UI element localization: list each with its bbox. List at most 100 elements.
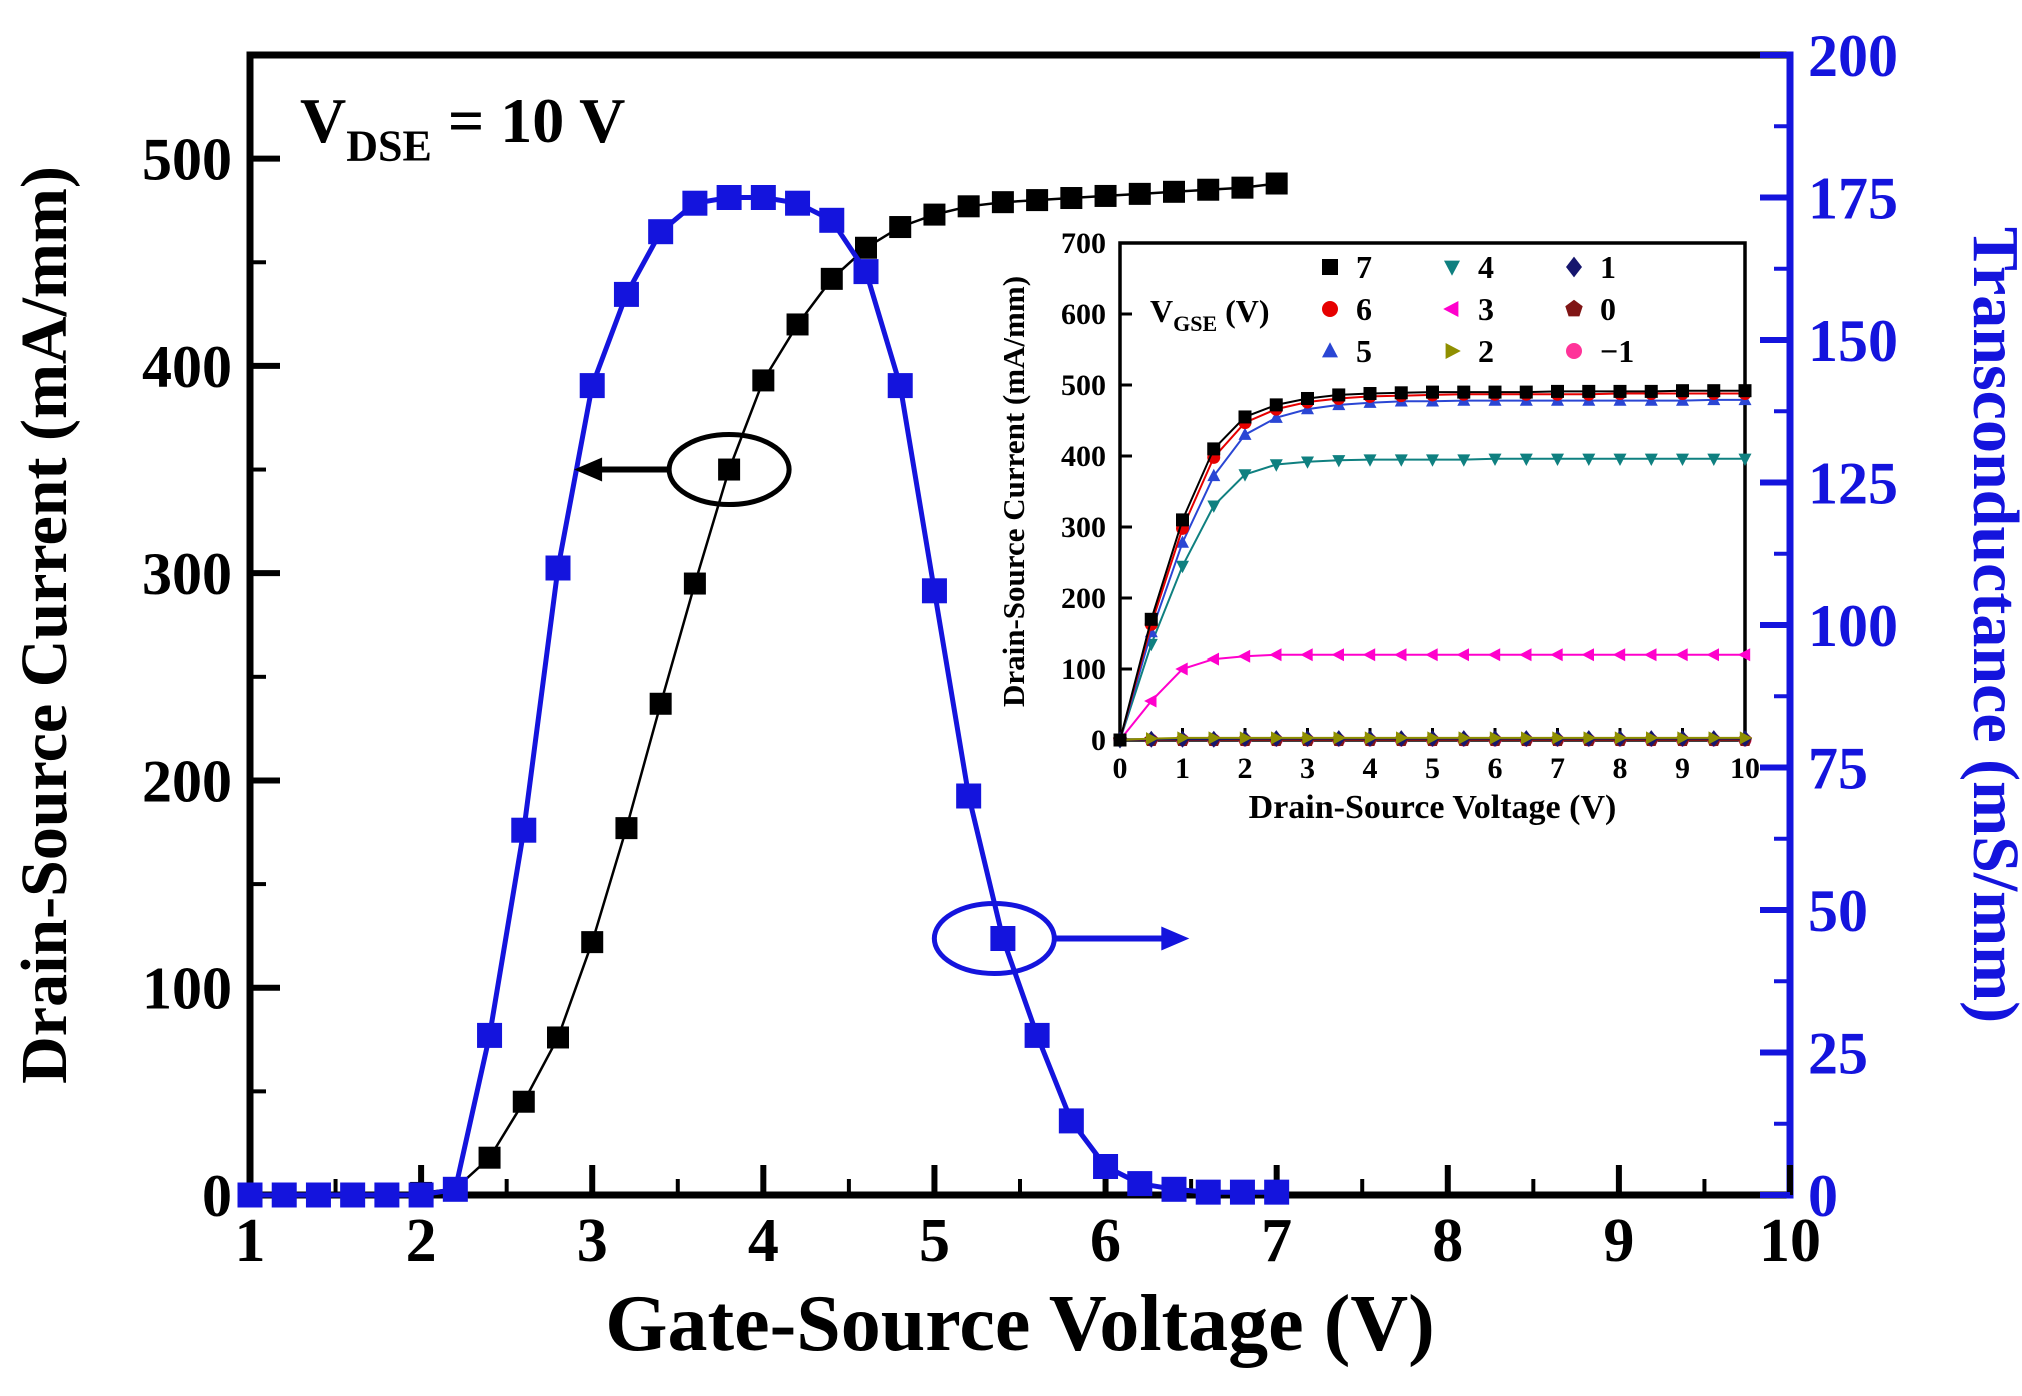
legend-marker-−1: [1566, 343, 1582, 359]
inset-series-marker-3: [1206, 652, 1219, 666]
inset-series-marker-3: [1300, 648, 1313, 662]
y-left-tick-label: 200: [142, 748, 232, 814]
series-marker-transconductance: [785, 190, 811, 216]
inset-background: [988, 228, 1758, 832]
inset-series-marker-7: [1582, 384, 1596, 398]
inset-y-tick-label: 300: [1061, 511, 1106, 544]
inset-y-tick-label: 100: [1061, 653, 1106, 686]
series-marker-transconductance: [511, 817, 537, 843]
series-marker-transconductance: [819, 207, 845, 233]
inset-series-marker-4: [1176, 560, 1189, 574]
inset-x-tick-label: 0: [1113, 752, 1128, 785]
inset-y-tick-label: 700: [1061, 227, 1106, 260]
inset-y-tick-label: 400: [1061, 440, 1106, 473]
legend-marker-6: [1322, 301, 1338, 317]
inset-series-marker-7: [1207, 442, 1221, 456]
y-left-tick-label: 400: [142, 334, 232, 400]
inset-series-marker-4: [1332, 455, 1346, 468]
inset-x-tick-label: 4: [1363, 752, 1378, 785]
inset-series-marker-7: [1238, 410, 1252, 424]
inset-series-marker-3: [1331, 648, 1344, 662]
series-marker-drain-source-current: [923, 203, 946, 226]
series-marker-drain-source-current: [786, 313, 809, 336]
legend-label-6: 6: [1356, 291, 1372, 327]
series-marker-transconductance: [682, 190, 708, 216]
x-tick-label: 8: [1432, 1207, 1463, 1275]
series-marker-transconductance: [1264, 1179, 1290, 1205]
inset-series-marker-4: [1738, 453, 1752, 466]
y-right-tick-label: 25: [1808, 1021, 1868, 1087]
inset-series-marker-2: [1458, 731, 1471, 745]
inset-series-marker-7: [1301, 391, 1314, 405]
x-tick-label: 5: [919, 1207, 950, 1275]
inset-series-marker-4: [1676, 453, 1689, 466]
inset-series-marker-2: [1396, 731, 1409, 745]
series-marker-transconductance: [374, 1182, 400, 1208]
inset-series-marker-3: [1581, 648, 1594, 662]
x-tick-label: 4: [748, 1207, 779, 1275]
inset-series-marker-4: [1457, 454, 1471, 467]
x-axis-title: Gate-Source Voltage (V): [605, 1280, 1435, 1368]
inset-legend-title: VGSE (V): [1150, 293, 1270, 336]
series-marker-transconductance: [921, 578, 947, 604]
series-marker-transconductance: [887, 373, 913, 399]
series-marker-drain-source-current: [581, 931, 604, 954]
inset-series-marker-4: [1238, 469, 1252, 482]
y-right-tick-label: 75: [1808, 736, 1868, 802]
series-marker-drain-source-current: [957, 195, 980, 218]
inset-series-marker-3: [1425, 648, 1438, 662]
series-marker-transconductance: [477, 1022, 503, 1048]
series-marker-drain-source-current: [512, 1090, 535, 1113]
inset-series-marker-4: [1644, 453, 1658, 466]
y-right-tick-label: 200: [1808, 23, 1898, 89]
y-left-tick-label: 0: [202, 1163, 232, 1229]
inset-series-marker-7: [1176, 513, 1189, 527]
inset-series-marker-2: [1614, 731, 1628, 745]
y-right-axis-title: Transconductance (mS/mm): [1959, 227, 2022, 1023]
inset-x-tick-label: 6: [1488, 752, 1503, 785]
legend-marker-3: [1443, 301, 1459, 317]
inset-series-marker-3: [1737, 648, 1751, 662]
series-marker-drain-source-current: [478, 1146, 501, 1169]
inset-series-marker-3: [1550, 648, 1563, 662]
inset-series-marker-5: [1176, 535, 1189, 548]
inset-series-marker-4: [1426, 454, 1439, 467]
inset-series-marker-3: [1706, 648, 1719, 662]
inset-y-tick-label: 600: [1061, 298, 1106, 331]
inset-series-marker-7: [1613, 384, 1627, 398]
inset-series-marker-5: [1207, 468, 1221, 482]
y-right-tick-label: 150: [1808, 308, 1898, 374]
series-marker-transconductance: [648, 219, 674, 245]
series-marker-drain-source-current: [649, 692, 672, 715]
inset-series-marker-7: [1644, 384, 1658, 398]
inset-x-tick-label: 10: [1730, 752, 1760, 785]
series-marker-transconductance: [579, 373, 605, 399]
inset-series-marker-7: [1738, 384, 1752, 398]
annotation-vdse: VDSE = 10 V: [300, 85, 625, 170]
series-marker-drain-source-current: [718, 458, 741, 481]
inset-series-marker-4: [1551, 453, 1564, 466]
inset-x-tick-label: 7: [1550, 752, 1565, 785]
y-left-tick-label: 300: [142, 541, 232, 607]
legend-label-5: 5: [1356, 333, 1372, 369]
series-marker-drain-source-current: [1265, 172, 1288, 195]
pointer-arrow-head-right: [1161, 926, 1190, 951]
y-left-axis-title: Drain-Source Current (mA/mm): [8, 166, 81, 1084]
inset-series-marker-7: [1551, 384, 1564, 398]
inset-series-marker-2: [1364, 731, 1378, 745]
inset-series-marker-5: [1269, 410, 1283, 423]
inset-series-marker-2: [1208, 731, 1221, 745]
inset-y-tick-label: 0: [1091, 724, 1106, 757]
inset-series-marker-2: [1646, 731, 1659, 745]
legend-marker-7: [1322, 259, 1338, 275]
series-marker-transconductance: [408, 1182, 434, 1208]
inset-series-marker-5: [1238, 427, 1252, 440]
x-tick-label: 7: [1261, 1207, 1292, 1275]
inset-series-marker-2: [1489, 731, 1503, 745]
legend-marker-5: [1322, 342, 1338, 358]
inset-x-tick-label: 3: [1300, 752, 1315, 785]
series-marker-drain-source-current: [752, 369, 775, 392]
inset-series-marker-2: [1239, 731, 1253, 745]
inset-series-marker-7: [1488, 385, 1502, 399]
series-marker-transconductance: [1024, 1022, 1050, 1048]
